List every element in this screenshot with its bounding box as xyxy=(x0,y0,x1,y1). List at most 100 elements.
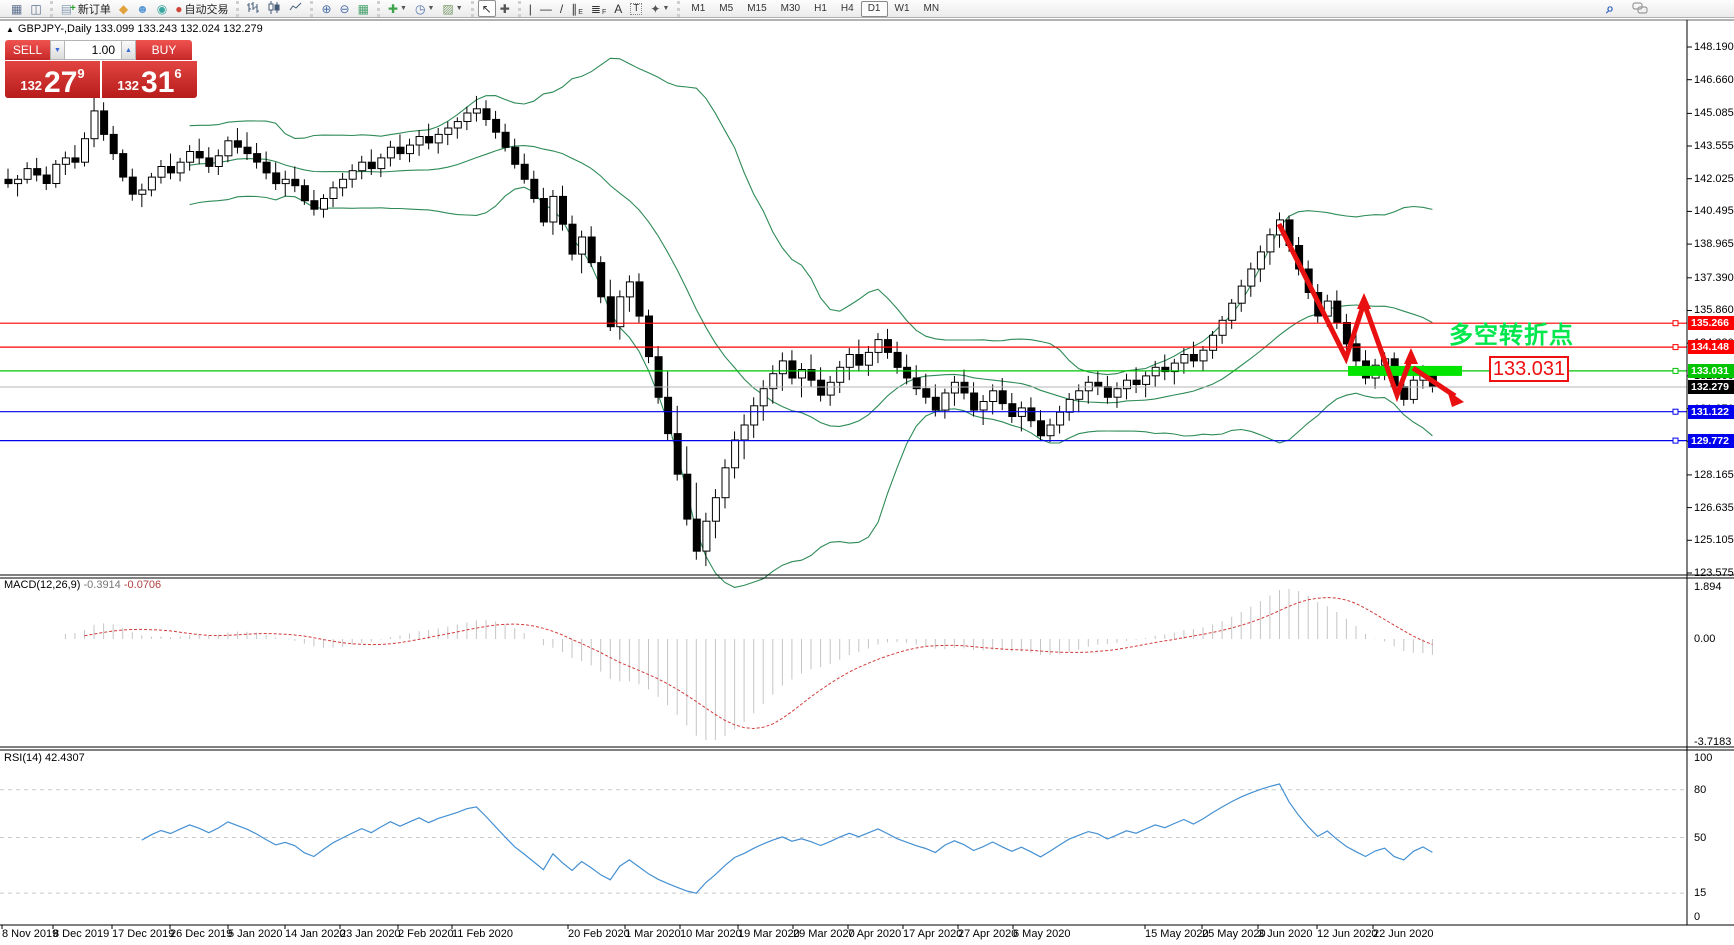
zoom-out-icon: ⊖ xyxy=(339,1,350,16)
timeframe-button-w1[interactable]: W1 xyxy=(894,3,910,14)
chat-icon[interactable] xyxy=(1628,0,1653,17)
timeframe-button-m1[interactable]: M1 xyxy=(691,3,706,14)
turning-point-annotation[interactable]: 多空转折点 xyxy=(1449,322,1574,349)
timeframe-button-h4[interactable]: H4 xyxy=(840,3,854,14)
chart-line-icon[interactable] xyxy=(285,0,306,17)
candle-body xyxy=(941,392,950,411)
trend-zigzag-arrow[interactable] xyxy=(1276,222,1367,365)
candle-body xyxy=(253,153,262,163)
price-axis-tick-label: 148.190 xyxy=(1694,41,1734,53)
candle-body xyxy=(1056,411,1065,426)
date-axis-label: 26 Dec 2019 xyxy=(170,928,233,940)
zoom-out-icon[interactable]: ⊖ xyxy=(336,0,354,17)
timeframe-button-m5[interactable]: M5 xyxy=(719,3,734,14)
candle-body xyxy=(339,178,348,189)
channel-icon[interactable]: ∥ E xyxy=(567,0,587,17)
shapes-icon[interactable]: ✦ ▼ xyxy=(646,0,673,17)
text-icon[interactable]: A xyxy=(610,0,626,17)
macd-axis-tick-label: 1.894 xyxy=(1694,581,1722,593)
candle-body xyxy=(864,351,873,366)
periods-icon[interactable]: ◷ ▼ xyxy=(411,0,438,17)
candle-body xyxy=(119,153,128,178)
new-order-button[interactable]: ▤ + 新订单 xyxy=(57,0,115,17)
candle-body xyxy=(1065,398,1074,413)
timeframe-button-m15[interactable]: M15 xyxy=(747,3,767,14)
date-axis-label: 8 Nov 2019 xyxy=(2,928,59,940)
date-axis-label: 19 Mar 2020 xyxy=(738,928,800,940)
news-icon[interactable]: ◉ xyxy=(153,0,171,17)
timeframe-button-d1[interactable]: D1 xyxy=(860,0,888,17)
autotrading-button[interactable]: ● 自动交易 xyxy=(171,0,232,17)
candle-body xyxy=(23,168,32,180)
candle-body xyxy=(406,144,414,155)
sell-price-display[interactable]: 132 27 9 xyxy=(5,61,100,98)
chart-candles-icon[interactable] xyxy=(264,0,285,17)
candle-body xyxy=(463,112,472,122)
timeframe-button-m30[interactable]: M30 xyxy=(780,3,801,14)
candle-body xyxy=(874,339,883,353)
crosshair-icon: ✚ xyxy=(499,1,510,16)
timeframe-button-mn[interactable]: MN xyxy=(923,3,940,14)
candle-body xyxy=(606,296,615,328)
crosshair-icon[interactable]: ✚ xyxy=(496,0,514,17)
candle-body xyxy=(1151,366,1160,377)
candle-body xyxy=(1333,300,1342,324)
price-axis-tick-label: 128.165 xyxy=(1694,469,1734,481)
sell-button[interactable]: SELL xyxy=(5,40,50,60)
tile-windows-icon[interactable]: ▦ xyxy=(354,0,373,17)
expand-triangle-icon[interactable]: ▲ xyxy=(6,25,14,34)
timeframe-button-h1[interactable]: H1 xyxy=(814,3,827,14)
candle-body xyxy=(1256,251,1265,270)
line-handle-icon[interactable] xyxy=(1672,344,1679,351)
candle-body xyxy=(721,467,730,499)
chart-bars-icon[interactable] xyxy=(243,0,264,17)
candle-body xyxy=(587,236,596,264)
bollinger-lower-band[interactable] xyxy=(189,186,1433,588)
cursor-icon[interactable]: ↖ xyxy=(477,0,496,17)
candle-body xyxy=(740,424,749,441)
line-handle-icon[interactable] xyxy=(1672,408,1679,415)
vline-icon[interactable]: | xyxy=(525,0,536,17)
trend-zigzag-arrow[interactable] xyxy=(1361,302,1414,403)
market-icon[interactable]: ◆ xyxy=(115,0,132,17)
volume-decrease-button[interactable]: ▼ xyxy=(50,40,65,60)
line-handle-icon[interactable] xyxy=(1672,320,1679,327)
price-chart-canvas xyxy=(0,19,1734,929)
bollinger-middle-band[interactable] xyxy=(189,145,1433,427)
fibonacci-icon[interactable]: ≣ F xyxy=(587,0,610,17)
candle-body xyxy=(625,281,634,298)
zoom-in-icon: ⊕ xyxy=(321,1,332,16)
search-icon[interactable]: ⌕ xyxy=(1606,0,1614,16)
plus-overlay-icon: + xyxy=(70,3,76,14)
signals-icon[interactable]: ☻ xyxy=(132,0,153,17)
volume-increase-button[interactable]: ▲ xyxy=(121,40,136,60)
trendline-icon[interactable]: / xyxy=(556,0,567,17)
profiles-icon[interactable]: ◫ xyxy=(26,0,45,17)
candle-body xyxy=(645,315,653,358)
zigzag-arrowhead-icon xyxy=(1447,390,1464,407)
chart-window-icon[interactable]: ▦ xyxy=(7,0,26,17)
template-icon[interactable]: ▨ ▼ xyxy=(438,0,466,17)
chevron-down-icon: ▼ xyxy=(400,5,407,12)
candle-body xyxy=(950,381,959,394)
toolbar-group: ↖ ✚ xyxy=(470,0,518,17)
zoom-in-icon[interactable]: ⊕ xyxy=(317,0,335,17)
bollinger-upper-band[interactable] xyxy=(189,57,1433,376)
volume-input[interactable] xyxy=(65,40,121,60)
price-callout-box[interactable]: 133.031 xyxy=(1489,356,1569,382)
news-icon: ◉ xyxy=(156,1,168,16)
candle-body xyxy=(692,518,701,552)
indicators-icon[interactable]: ✚ ▼ xyxy=(384,0,411,17)
rsi-axis-tick-label: 15 xyxy=(1694,887,1707,899)
text-label-icon[interactable]: T xyxy=(626,0,646,17)
chevron-down-icon: ▼ xyxy=(427,5,435,12)
tile-windows-icon: ▦ xyxy=(357,1,369,16)
hline-icon[interactable]: — xyxy=(536,0,556,17)
buy-price-display[interactable]: 132 31 6 xyxy=(102,61,197,98)
buy-button[interactable]: BUY xyxy=(136,40,192,60)
line-handle-icon[interactable] xyxy=(1672,367,1679,374)
candle-body xyxy=(702,520,711,552)
macd-axis-tick-label: -3.7183 xyxy=(1694,736,1732,748)
line-handle-icon[interactable] xyxy=(1672,437,1679,444)
candle-body xyxy=(109,133,118,155)
